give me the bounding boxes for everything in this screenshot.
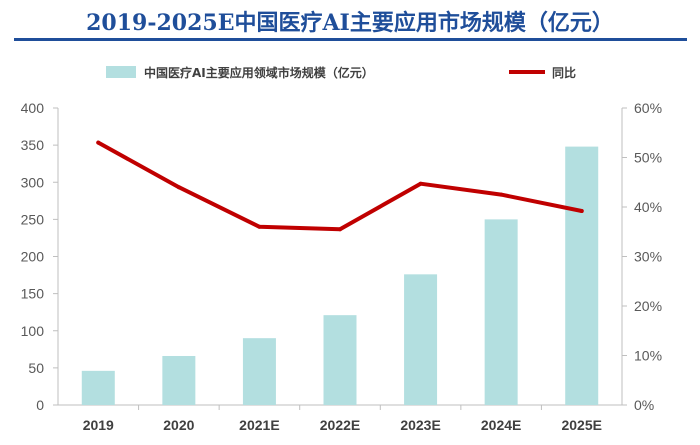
bar: [404, 274, 438, 405]
left-tick-label: 400: [21, 100, 45, 116]
bar: [242, 338, 276, 405]
yoy-point: [418, 181, 423, 186]
x-tick-label: 2023E: [400, 417, 440, 433]
x-tick-label: 2022E: [320, 417, 360, 433]
yoy-point: [257, 224, 262, 229]
bar: [81, 370, 115, 405]
left-tick-label: 200: [21, 249, 45, 265]
yoy-point: [499, 192, 504, 197]
axes: 0 50 100 150 200 250 300 350 400 0% 10% 20% 30% 40% 50…: [21, 100, 662, 433]
legend: 中国医疗AI主要应用领域市场规模（亿元） 同比: [106, 65, 576, 80]
title-underline: [14, 38, 687, 41]
chart-title: 2019-2025E中国医疗AI主要应用市场规模（亿元）: [86, 10, 614, 36]
bar: [323, 315, 357, 405]
right-tick-label: 40%: [634, 199, 662, 215]
legend-swatch-bar: [106, 66, 136, 78]
x-tick-label: 2020: [163, 417, 194, 433]
left-tick-label: 50: [28, 360, 44, 376]
x-tick-label: 2025E: [561, 417, 601, 433]
right-tick-label: 20%: [634, 298, 662, 314]
left-tick-label: 350: [21, 137, 45, 153]
legend-label-bar: 中国医疗AI主要应用领域市场规模（亿元）: [144, 65, 374, 80]
right-tick-label: 0%: [634, 397, 654, 413]
left-tick-label: 300: [21, 174, 45, 190]
yoy-point: [176, 185, 181, 190]
x-tick-label: 2021E: [239, 417, 279, 433]
bars: [81, 146, 599, 406]
right-tick-label: 50%: [634, 150, 662, 166]
x-tick-label: 2024E: [481, 417, 521, 433]
left-tick-label: 150: [21, 286, 45, 302]
bar: [484, 219, 518, 405]
yoy-line: [96, 140, 584, 232]
yoy-point: [338, 227, 342, 232]
right-tick-label: 30%: [634, 249, 662, 265]
x-tick-label: 2019: [83, 417, 114, 433]
left-tick-label: 0: [36, 397, 44, 413]
right-tick-label: 60%: [634, 100, 662, 116]
yoy-line-path: [96, 140, 584, 232]
bar: [162, 355, 196, 405]
yoy-point: [96, 140, 101, 145]
legend-label-line: 同比: [552, 65, 576, 80]
right-tick-label: 10%: [634, 348, 662, 364]
left-tick-label: 100: [21, 323, 45, 339]
bar: [565, 146, 599, 406]
yoy-point: [579, 208, 584, 213]
left-tick-label: 250: [21, 211, 45, 227]
